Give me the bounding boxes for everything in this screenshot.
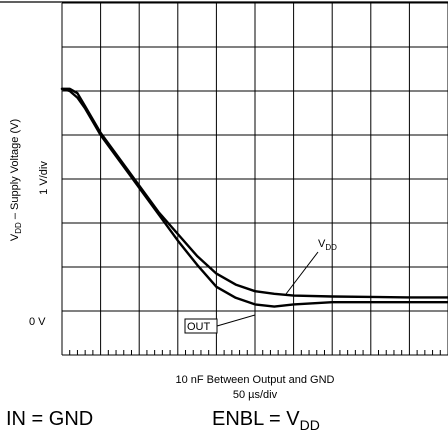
traces	[60, 87, 448, 308]
zero-volt-label: 0 V	[29, 316, 46, 328]
x-scale-label: 50 µs/div	[233, 389, 278, 401]
x-axis-label: 10 nF Between Output and GND	[176, 374, 335, 386]
vdd-label-leader	[285, 251, 319, 295]
y-axis-label: VDD – Supply Voltage (V)	[9, 119, 23, 241]
in-condition-caption: IN = GND	[6, 408, 94, 430]
vdd-series-label-sub: DD	[325, 243, 337, 252]
series-labels: VDD OUT	[184, 238, 337, 334]
out-series-label: OUT	[187, 321, 211, 333]
out-trace	[60, 87, 448, 308]
y-axis-label-rest: – Supply Voltage (V)	[9, 119, 21, 222]
vdd-series-label-main: V	[318, 238, 326, 250]
out-label-leader	[216, 314, 256, 327]
y-axis-label-sub: DD	[14, 222, 23, 234]
grid	[61, 2, 448, 356]
y-axis-label-main: V	[9, 233, 21, 241]
enbl-caption-main: ENBL = V	[212, 408, 300, 430]
enbl-caption-sub: DD	[299, 417, 320, 433]
enbl-condition-caption: ENBL = VDD	[212, 408, 320, 433]
minor-ticks	[69, 350, 441, 355]
vdd-series-label: VDD	[318, 238, 337, 252]
y-scale-label: 1 V/div	[38, 161, 50, 195]
